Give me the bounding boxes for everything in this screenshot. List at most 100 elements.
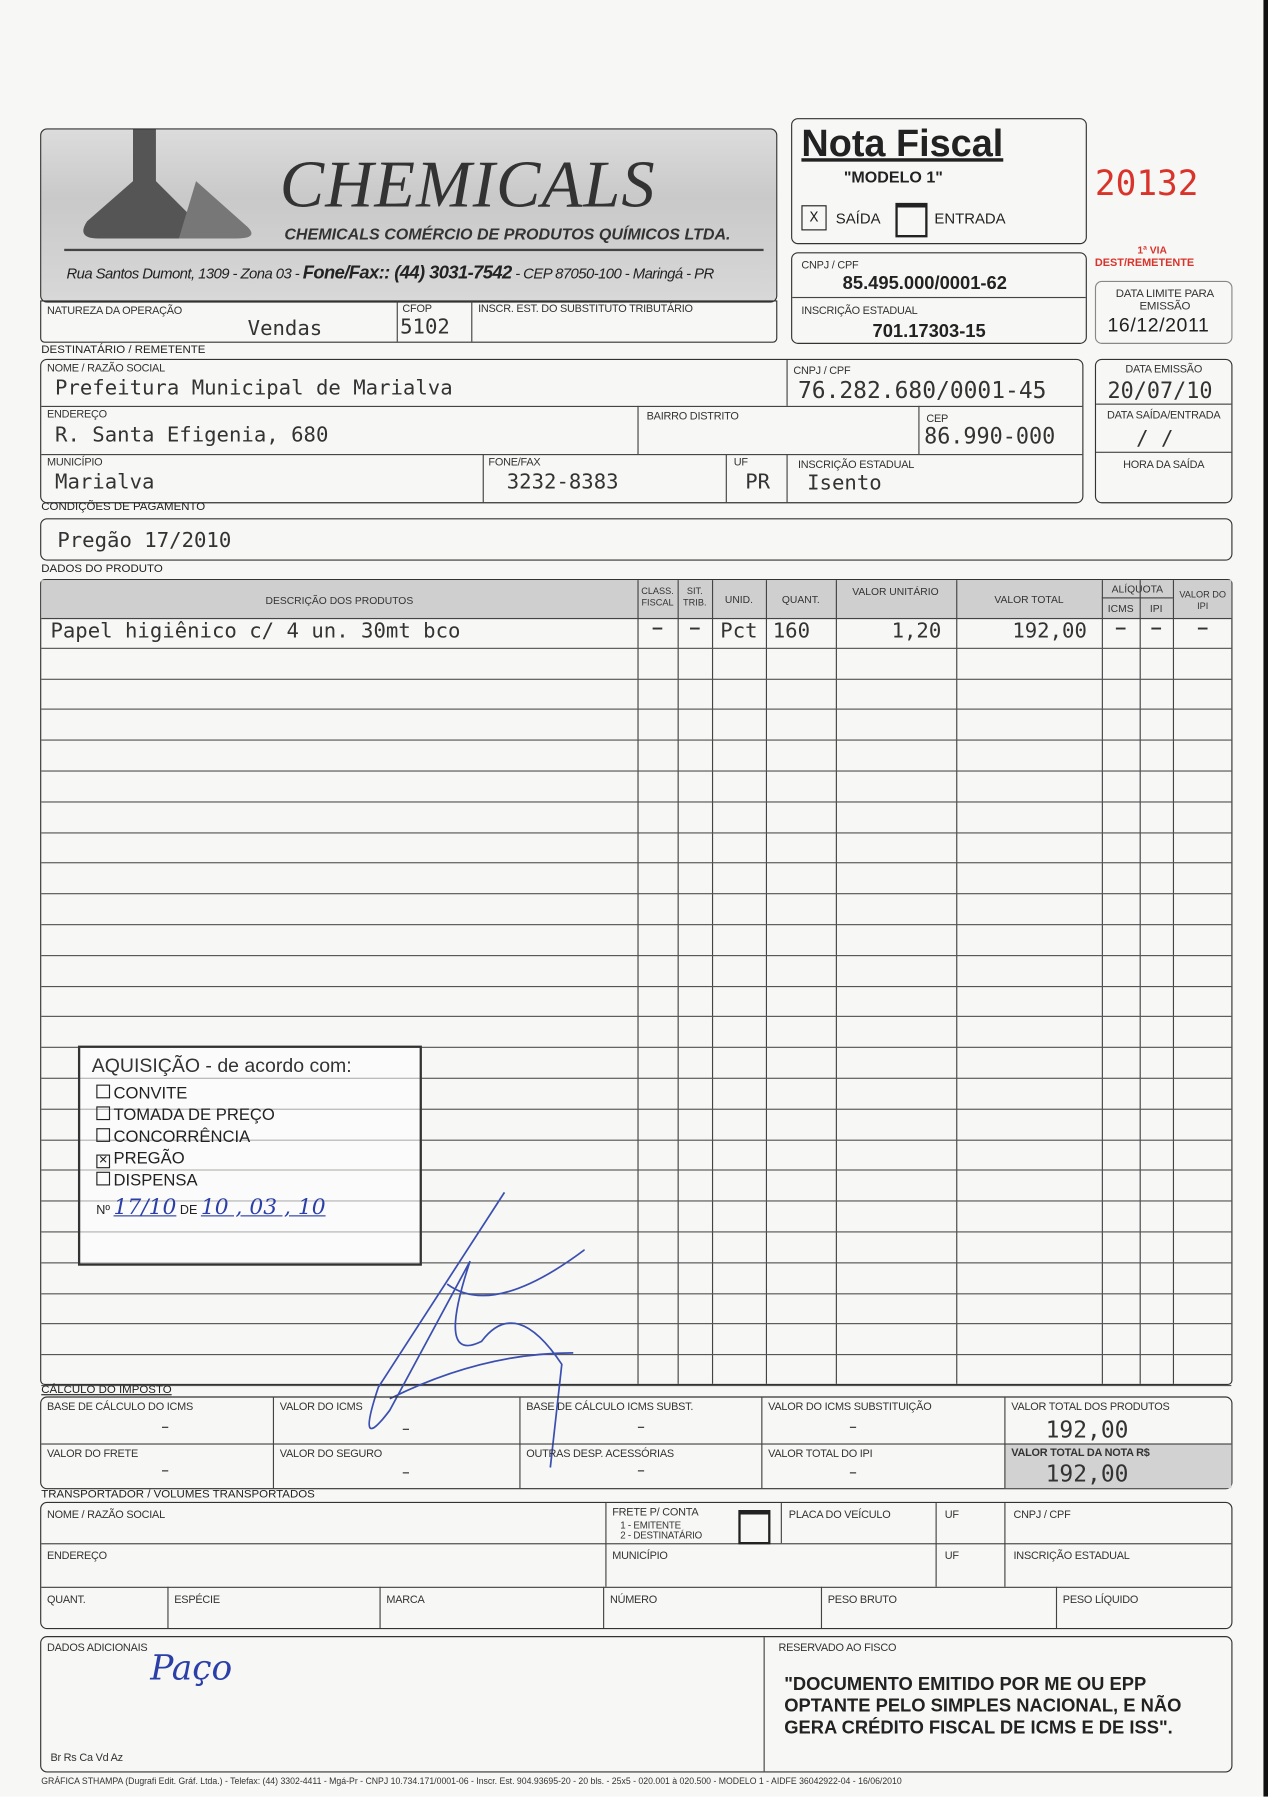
issuer-cnpj-box: CNPJ / CPF 85.495.000/0001-62 INSCRIÇÃO … — [791, 252, 1087, 344]
saida-checkbox[interactable]: X — [801, 205, 827, 231]
stamp-option-label: PREGÃO — [113, 1149, 185, 1169]
via-label: 1ª VIA — [1137, 244, 1167, 256]
other-value: – — [637, 1464, 645, 1478]
icms-label: VALOR DO ICMS — [279, 1401, 363, 1414]
exit-date: / / — [1136, 426, 1174, 451]
table-row — [41, 1202, 1232, 1233]
recipient-ie: Isento — [807, 471, 882, 496]
carrier-cnpj-label: CNPJ / CPF — [1013, 1508, 1071, 1522]
products-table: DESCRIÇÃO DOS PRODUTOS CLASS. FISCAL SIT… — [40, 578, 1233, 1387]
table-row — [41, 1171, 1232, 1202]
recipient-city: Marialva — [55, 470, 155, 495]
payment-section-label: CONDIÇÕES DE PAGAMENTO — [41, 501, 206, 514]
payment-value: Pregão 17/2010 — [57, 528, 232, 553]
stamp-option: CONCORRÊNCIA — [96, 1128, 250, 1147]
table-row — [41, 894, 1232, 926]
recipient-name-label: NOME / RAZÃO SOCIAL — [47, 362, 165, 375]
handwritten-note: Paço — [150, 1648, 233, 1689]
carrier-name-label: NOME / RAZÃO SOCIAL — [47, 1508, 165, 1522]
cell-ipi: – — [1151, 619, 1162, 638]
entrada-checkbox[interactable] — [895, 202, 928, 238]
carrier-ie-label: INSCRIÇÃO ESTADUAL — [1013, 1550, 1130, 1563]
nature-label: NATUREZA DA OPERAÇÃO — [47, 304, 183, 318]
nature-value: Vendas — [247, 316, 323, 341]
freight-checkbox[interactable] — [738, 1509, 771, 1545]
cell-sit: – — [689, 619, 700, 638]
additional-box: DADOS ADICIONAIS Paço Br Rs Ca Vd Az RES… — [40, 1636, 1233, 1773]
issuer-address-tail: - CEP 87050-100 - Maringá - PR — [511, 264, 714, 283]
recipient-box: NOME / RAZÃO SOCIAL Prefeitura Municipal… — [40, 358, 1084, 504]
products-header — [41, 580, 1232, 620]
cell-unit-value: 1,20 — [891, 619, 942, 644]
table-row — [41, 1325, 1232, 1356]
stamp-date: 10 , 03 , 10 — [200, 1194, 326, 1220]
ipi-total-value: – — [849, 1466, 857, 1481]
stamp-number-line: Nº 17/10 DE 10 , 03 , 10 — [96, 1195, 325, 1220]
plate-uf-label: UF — [944, 1508, 959, 1522]
base-subst-label: BASE DE CÁLCULO ICMS SUBST. — [526, 1401, 694, 1414]
payment-box: Pregão 17/2010 — [40, 518, 1233, 561]
table-row — [41, 1110, 1232, 1141]
stamp-number: 17/10 — [113, 1194, 177, 1220]
limit-date: 16/12/2011 — [1107, 314, 1210, 336]
column-divider — [956, 580, 958, 1384]
exit-date-label: DATA SAÍDA/ENTRADA — [1106, 409, 1221, 422]
column-divider — [637, 580, 639, 1384]
issue-date: 20/07/10 — [1107, 378, 1213, 404]
stamp-checkbox — [96, 1171, 111, 1186]
additional-label: DADOS ADICIONAIS — [47, 1641, 148, 1655]
recipient-name: Prefeitura Municipal de Marialva — [55, 376, 453, 401]
stamp-option: ✕ PREGÃO — [96, 1149, 185, 1169]
table-row — [41, 925, 1232, 956]
column-divider — [677, 580, 679, 1384]
table-row: Papel higiênico c/ 4 un. 30mt bco – – Pct 16… — [41, 618, 1232, 649]
table-row — [41, 1048, 1232, 1079]
via-dest-label: DEST/REMETENTE — [1094, 256, 1195, 270]
products-section-label: DADOS DO PRODUTO — [41, 562, 163, 576]
recipient-ie-label: INSCRIÇÃO ESTADUAL — [797, 458, 915, 472]
limit-date-label: DATA LIMITE PARA EMISSÃO — [1115, 287, 1215, 313]
total-products-label: VALOR TOTAL DOS PRODUTOS — [1011, 1401, 1170, 1414]
document-title: Nota Fiscal — [801, 121, 1004, 164]
table-row — [41, 1140, 1232, 1172]
table-row — [41, 1017, 1232, 1049]
header-desc: DESCRIÇÃO DOS PRODUTOS — [265, 595, 414, 607]
stamp-option-label: CONVITE — [113, 1084, 188, 1103]
header-icms: ICMS — [1107, 603, 1134, 615]
header-total: VALOR TOTAL — [994, 593, 1064, 606]
carrier-city-label: MUNICÍPIO — [612, 1550, 668, 1563]
header-ipi-value: VALOR DO IPI — [1179, 589, 1227, 612]
table-row — [41, 987, 1232, 1018]
tax-section-label: CÁLCULO DO IMPOSTO — [41, 1383, 172, 1397]
column-divider — [711, 580, 714, 1384]
recipient-cep: 86.990-000 — [924, 424, 1056, 450]
volume-qty-label: QUANT. — [47, 1593, 86, 1607]
base-subst-value: – — [637, 1420, 645, 1435]
cell-icms: – — [1115, 619, 1126, 638]
issuer-cnpj: 85.495.000/0001-62 — [842, 274, 1007, 294]
recipient-district-label: BAIRRO DISTRITO — [646, 410, 739, 424]
header-class: CLASS. FISCAL — [641, 585, 674, 608]
gross-weight-label: PESO BRUTO — [827, 1593, 897, 1607]
cfop-value: 5102 — [400, 315, 450, 340]
column-divider — [1101, 580, 1103, 1384]
table-row — [41, 679, 1232, 711]
column-divider — [1139, 580, 1141, 1384]
nota-fiscal-title-box: Nota Fiscal "MODELO 1" X SAÍDA ENTRADA — [791, 118, 1087, 245]
table-row — [41, 833, 1232, 864]
model-label: "MODELO 1" — [843, 167, 943, 186]
base-icms-value: – — [161, 1420, 169, 1435]
operation-row: NATUREZA DA OPERAÇÃO Vendas CFOP 5102 IN… — [40, 300, 778, 343]
cfop-label: CFOP — [402, 302, 432, 316]
recipient-uf-label: UF — [733, 456, 748, 469]
logo-divider — [64, 248, 764, 252]
column-divider — [765, 580, 768, 1384]
cell-desc: Papel higiênico c/ 4 un. 30mt bco — [50, 619, 461, 644]
stamp-option-label: TOMADA DE PREÇO — [113, 1106, 275, 1125]
stamp-checkbox — [96, 1106, 111, 1121]
table-row — [41, 1079, 1232, 1110]
net-weight-label: PESO LÍQUIDO — [1062, 1593, 1139, 1607]
stamp-number-prefix: Nº — [96, 1203, 111, 1218]
stamp-option: TOMADA DE PREÇO — [96, 1106, 275, 1125]
exit-time-label: HORA DA SAÍDA — [1123, 458, 1205, 472]
